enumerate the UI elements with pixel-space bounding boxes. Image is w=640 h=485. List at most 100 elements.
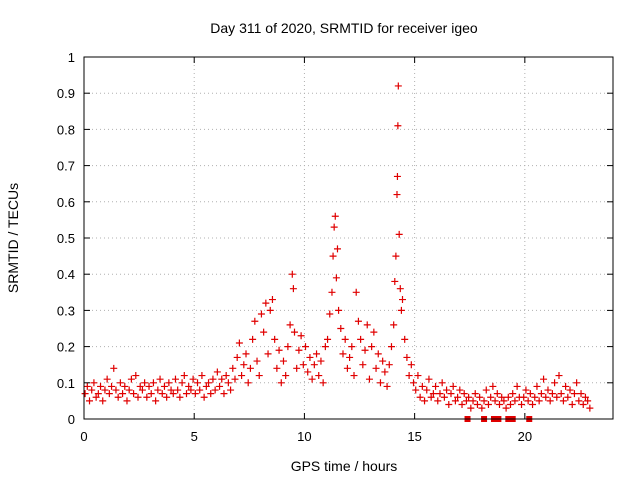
data-point bbox=[200, 393, 208, 401]
data-point bbox=[116, 379, 124, 387]
data-point bbox=[279, 357, 287, 365]
data-point bbox=[462, 397, 470, 405]
data-point bbox=[374, 350, 382, 358]
data-point bbox=[207, 390, 215, 398]
data-point bbox=[337, 325, 345, 332]
data-point bbox=[480, 397, 488, 405]
data-point bbox=[443, 386, 451, 394]
data-point bbox=[396, 285, 404, 293]
data-point bbox=[372, 364, 380, 372]
data-point bbox=[423, 386, 431, 394]
data-point bbox=[387, 343, 395, 351]
data-point bbox=[141, 379, 149, 387]
data-point bbox=[557, 390, 565, 398]
data-point bbox=[147, 390, 155, 398]
data-point bbox=[92, 393, 100, 401]
data-point bbox=[189, 375, 197, 383]
data-point bbox=[376, 379, 384, 387]
data-point bbox=[399, 296, 407, 304]
y-axis-label: SRMTID / TECUs bbox=[5, 183, 21, 293]
data-point bbox=[178, 379, 186, 387]
data-point bbox=[145, 382, 153, 390]
data-point bbox=[251, 317, 259, 325]
data-point bbox=[421, 397, 429, 405]
data-point bbox=[295, 346, 303, 354]
data-point bbox=[268, 296, 276, 304]
data-point bbox=[526, 390, 534, 398]
data-point bbox=[509, 390, 517, 398]
data-point bbox=[335, 306, 343, 314]
data-point bbox=[440, 393, 448, 401]
data-point bbox=[260, 328, 268, 336]
data-point bbox=[471, 390, 479, 398]
data-point bbox=[125, 386, 133, 394]
data-point bbox=[407, 361, 415, 369]
data-point bbox=[211, 386, 219, 394]
data-point bbox=[313, 350, 321, 358]
data-point bbox=[273, 364, 281, 372]
data-point bbox=[495, 401, 503, 409]
data-point bbox=[315, 372, 323, 380]
data-point bbox=[238, 372, 246, 380]
y-tick-label: 0.1 bbox=[57, 376, 75, 391]
data-point bbox=[257, 310, 265, 318]
data-point bbox=[346, 353, 354, 361]
data-point bbox=[564, 393, 572, 401]
data-point bbox=[97, 382, 105, 390]
data-point bbox=[165, 379, 173, 387]
data-point bbox=[332, 274, 340, 282]
data-point bbox=[81, 390, 89, 398]
data-point bbox=[416, 393, 424, 401]
data-point bbox=[473, 401, 481, 409]
data-point bbox=[290, 328, 298, 336]
data-point bbox=[432, 382, 440, 390]
data-point bbox=[289, 285, 297, 293]
data-point bbox=[90, 379, 98, 387]
data-point bbox=[216, 382, 224, 390]
data-point bbox=[535, 397, 543, 405]
data-point bbox=[359, 361, 367, 369]
y-tick-label: 0.9 bbox=[57, 86, 75, 101]
data-point bbox=[253, 357, 261, 365]
data-point bbox=[160, 382, 168, 390]
data-point bbox=[277, 379, 285, 387]
data-point bbox=[392, 252, 400, 260]
x-tick-label: 10 bbox=[297, 429, 311, 444]
data-point bbox=[244, 379, 252, 387]
data-point bbox=[233, 353, 241, 361]
data-point bbox=[542, 393, 550, 401]
data-point bbox=[149, 379, 157, 387]
data-point bbox=[393, 191, 401, 199]
data-point bbox=[383, 382, 391, 390]
data-point bbox=[529, 401, 537, 409]
y-tick-label: 0.7 bbox=[57, 159, 75, 174]
data-point bbox=[489, 382, 497, 390]
data-point bbox=[304, 368, 312, 376]
data-point bbox=[242, 350, 250, 358]
data-point bbox=[123, 397, 131, 405]
data-point bbox=[469, 397, 477, 405]
x-axis-label: GPS time / hours bbox=[291, 458, 398, 474]
data-point bbox=[533, 382, 541, 390]
data-point bbox=[555, 372, 563, 380]
y-tick-label: 0.6 bbox=[57, 195, 75, 210]
data-point bbox=[306, 353, 314, 361]
data-point bbox=[491, 397, 499, 405]
data-point bbox=[502, 404, 510, 412]
y-tick-label: 0.4 bbox=[57, 267, 75, 282]
data-point bbox=[191, 390, 199, 398]
data-point bbox=[297, 332, 305, 340]
data-point bbox=[394, 82, 402, 90]
data-point bbox=[391, 277, 399, 285]
data-point bbox=[507, 401, 515, 409]
data-point bbox=[493, 390, 501, 398]
chart-title: Day 311 of 2020, SRMTID for receiver ige… bbox=[210, 20, 478, 36]
data-point bbox=[249, 335, 257, 343]
data-point bbox=[363, 321, 371, 329]
data-point bbox=[575, 397, 583, 405]
data-point bbox=[167, 386, 175, 394]
data-point bbox=[447, 390, 455, 398]
data-point bbox=[368, 343, 376, 351]
